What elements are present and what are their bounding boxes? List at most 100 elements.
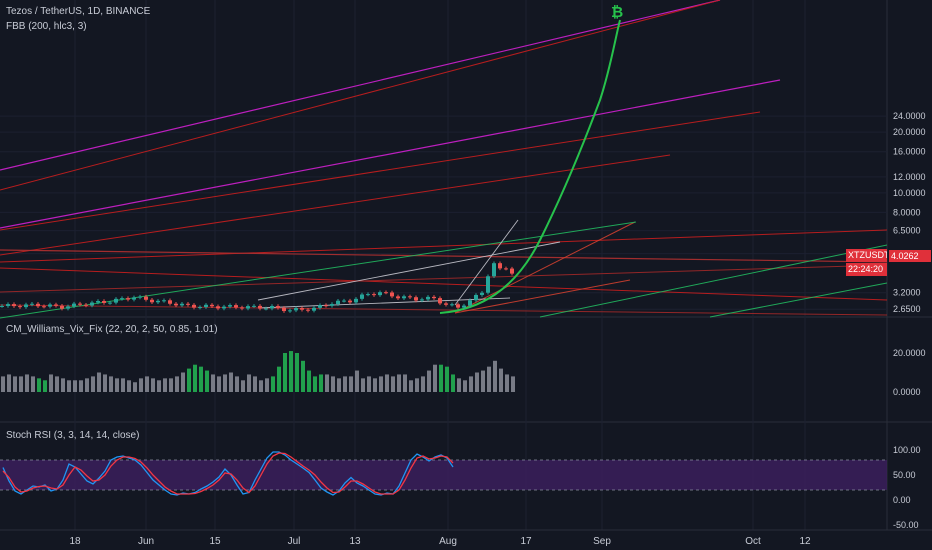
rsi-band: [0, 460, 887, 490]
vix-bar: [373, 378, 377, 392]
candle-body: [486, 276, 490, 293]
candle-body: [150, 299, 154, 303]
candle-body: [126, 298, 130, 300]
vix-bar: [151, 378, 155, 392]
rsi-k-line: [2, 451, 454, 496]
candle-body: [480, 292, 484, 295]
vix-bar: [79, 380, 83, 392]
time-axis: 18 Jun 15 Jul 13 Aug 17 Sep Oct 12: [0, 529, 932, 547]
candle-body: [420, 299, 424, 301]
candle-body: [330, 304, 334, 306]
candle-body: [510, 268, 514, 274]
stoch-rsi: [0, 451, 887, 496]
candle-body: [216, 306, 220, 309]
vix-bar: [211, 374, 215, 392]
rsi-tick-label: 0.00: [893, 495, 911, 505]
candle-body: [180, 303, 184, 306]
price-tick-label: 6.5000: [893, 226, 921, 236]
time-tick-label: 15: [209, 536, 221, 547]
candle-body: [426, 296, 430, 300]
vix-bar: [403, 374, 407, 392]
candle-body: [414, 297, 418, 301]
vix-bar: [379, 376, 383, 392]
candles: [0, 261, 514, 313]
price-axis: 24.0000 20.0000 16.0000 12.0000 10.0000 8.000…: [893, 111, 926, 530]
time-tick-label: 12: [799, 536, 811, 547]
rsi-d-line: [2, 452, 454, 495]
candle-body: [336, 300, 340, 305]
candle-body: [192, 304, 196, 308]
candle-body: [252, 305, 256, 307]
candle-body: [72, 303, 76, 307]
vix-bar: [229, 372, 233, 392]
vix-bar: [307, 370, 311, 392]
price-tick-label: 10.0000: [893, 188, 926, 198]
candle-body: [324, 305, 328, 307]
vix-bar: [325, 374, 329, 392]
vix-bar: [439, 364, 443, 392]
vix-bar: [19, 376, 23, 392]
vix-bar: [421, 376, 425, 392]
candle-body: [318, 305, 322, 308]
vix-bar: [349, 376, 353, 392]
vix-bar: [331, 376, 335, 392]
time-tick-label: Sep: [593, 536, 611, 547]
vix-bar: [157, 380, 161, 392]
candle-body: [90, 302, 94, 306]
candle-body: [312, 307, 316, 311]
candle-body: [438, 298, 442, 304]
candle-body: [276, 306, 280, 308]
candle-body: [246, 306, 250, 309]
vix-bar: [361, 378, 365, 392]
candle-body: [354, 298, 358, 303]
candle-body: [42, 306, 46, 308]
candle-body: [114, 298, 118, 303]
vix-bar: [457, 378, 461, 392]
candle-body: [264, 308, 268, 310]
vix-bar: [445, 366, 449, 392]
vix-bar: [43, 380, 47, 392]
candle-body: [132, 297, 136, 300]
red-line: [0, 229, 888, 263]
candle-body: [210, 304, 214, 307]
vix-bar: [145, 376, 149, 392]
vix-bar: [295, 353, 299, 392]
vix-bar: [67, 380, 71, 392]
vix-bar: [73, 380, 77, 392]
projection-curve: [439, 19, 621, 314]
vix-bar: [391, 376, 395, 392]
vix-bar: [277, 366, 281, 392]
candle-body: [402, 296, 406, 299]
candle-body: [174, 303, 178, 306]
candle-body: [372, 294, 376, 296]
candle-body: [102, 301, 106, 303]
vix-bar: [193, 364, 197, 392]
vix-bar: [127, 380, 131, 392]
vix-bar: [217, 376, 221, 392]
red-line: [0, 249, 888, 263]
vix-bar: [337, 378, 341, 392]
white-line: [454, 219, 519, 306]
candle-body: [84, 304, 88, 306]
vix-bar: [13, 376, 17, 392]
vix-bar: [451, 374, 455, 392]
green-line: [709, 282, 888, 318]
red-line: [0, 304, 888, 316]
candle-body: [12, 304, 16, 307]
time-tick-label: Aug: [439, 536, 457, 547]
candle-body: [258, 305, 262, 309]
vix-bar: [25, 374, 29, 392]
candle-body: [468, 300, 472, 306]
vix-bar: [283, 353, 287, 392]
vix-bar: [469, 376, 473, 392]
candle-body: [138, 296, 142, 298]
vix-bars: [1, 351, 515, 392]
candle-body: [474, 294, 478, 301]
red-line: [0, 264, 888, 293]
countdown-tag: 22:24:20: [846, 263, 887, 276]
vix-bar: [265, 378, 269, 392]
vix-bar: [511, 376, 515, 392]
indicator-vix-label: CM_Williams_Vix_Fix (22, 20, 2, 50, 0.85…: [6, 324, 218, 335]
vix-bar: [235, 376, 239, 392]
